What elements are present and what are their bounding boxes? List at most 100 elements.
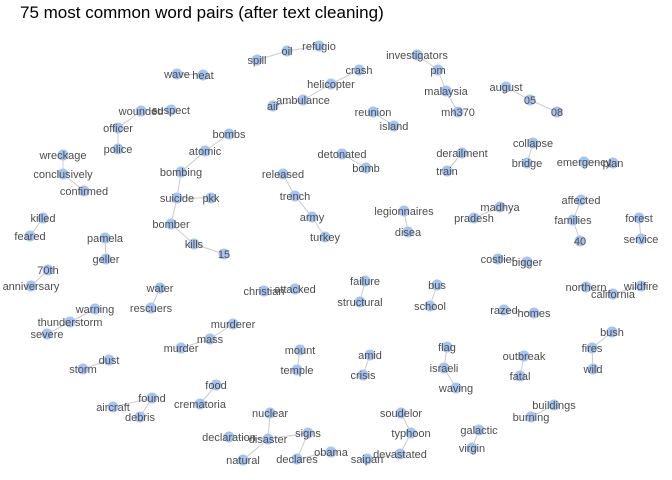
node-island [388,120,400,132]
node-label-bomb: bomb [352,163,380,175]
node-label-typhoon: typhoon [391,428,430,440]
node-label-emergency: emergency [557,157,612,169]
node-turkey [319,231,331,243]
node-label-warning: warning [75,304,115,316]
node-label-crash: crash [346,65,373,77]
node-attacked [289,283,301,295]
node-spill [251,54,263,66]
node-label-derailment: derailment [436,148,487,160]
node-storm [77,363,89,375]
node-label-wild: wild [583,364,603,376]
node-homes [528,307,540,319]
node-70th [42,264,54,276]
node-galactic [473,424,485,436]
node-label-declares: declares [276,454,318,466]
edge-found-aircraft [112,397,153,408]
node-debris [134,411,146,423]
node-bombing [175,166,187,178]
node-label-oil: oil [281,46,292,58]
node-pradesh [468,212,480,224]
node-label-trench: trench [280,191,311,203]
node-15 [218,248,230,260]
node-feared [24,230,36,242]
node-label-temple: temple [280,365,313,377]
node-label-released: released [262,169,304,181]
node-label-pkk: pkk [202,193,220,205]
node-label-amid: amid [358,350,382,362]
node-label-christian: christian [244,286,285,298]
node-wave [171,68,183,80]
node-label-train: train [436,166,457,178]
node-label-bombing: bombing [160,167,202,179]
node-label-families: families [554,215,592,227]
node-geller [100,253,112,265]
node-buildings [548,399,560,411]
node-signs [302,427,314,439]
node-structural [354,296,366,308]
node-label-wreckage: wreckage [38,150,86,162]
node-label-suicide: suicide [160,193,194,205]
node-label-waving: waving [438,383,473,395]
node-label-murder: murder [164,343,199,355]
node-pm [432,64,444,76]
node-label-malaysia: malaysia [424,86,468,98]
page-title: 75 most common word pairs (after text cl… [20,3,384,22]
node-anniversary [25,280,37,292]
node-label-wildfire: wildfire [623,281,658,293]
node-typhoon [405,427,417,439]
node-label-suspect: suspect [152,105,190,117]
node-air [267,100,279,112]
node-label-fatal: fatal [510,371,531,383]
node-derailment [456,147,468,159]
node-label-saipan: saipan [351,454,383,466]
node-forest [633,212,645,224]
node-pamela [99,232,111,244]
node-crisis [357,369,369,381]
node-rescuers [145,302,157,314]
node-plan [607,157,619,169]
node-train [441,165,453,177]
node-california [607,288,619,300]
node-severe [41,328,53,340]
node-wounded [135,105,147,117]
node-temple [291,364,303,376]
node-razed [498,304,510,316]
node-ambulance [297,94,309,106]
node-bus [431,279,443,291]
edge-disaster-signs [267,432,309,440]
node-label-outbreak: outbreak [503,351,546,363]
node-label-investigators: investigators [386,50,448,62]
node-label-murderer: murderer [211,319,256,331]
node-thunderstorm [64,316,76,328]
node-suspect [165,104,177,116]
node-label-pamela: pamela [87,233,124,245]
node-label-anniversary: anniversary [3,281,60,293]
node-label-food: food [205,380,226,392]
node-malaysia [440,85,452,97]
node-label-ambulance: ambulance [276,95,330,107]
node-outbreak [518,350,530,362]
node-label-rescuers: rescuers [130,303,173,315]
node-wreckage [57,149,69,161]
node-bomb [360,162,372,174]
node-label-refugio: refugio [302,41,336,53]
node-kills [188,238,200,250]
node-label-feared: feared [14,231,45,243]
node-aircraft [107,401,119,413]
node-virgin [466,442,478,454]
node-label-plan: plan [603,158,624,170]
node-label-madhya: madhya [480,202,520,214]
node-label-wave: wave [163,69,190,81]
node-burning [525,411,537,423]
node-bomber [165,218,177,230]
node-reunion [367,106,379,118]
node-label-collapse: collapse [513,138,553,150]
node-label-bridge: bridge [512,158,543,170]
node-label-bomber: bomber [152,219,190,231]
node-pkk [205,192,217,204]
node-label-galactic: galactic [460,425,498,437]
node-refugio [313,40,325,52]
node-label-kills: kills [185,239,204,251]
node-label-buildings: buildings [532,400,576,412]
node-murder [175,342,187,354]
